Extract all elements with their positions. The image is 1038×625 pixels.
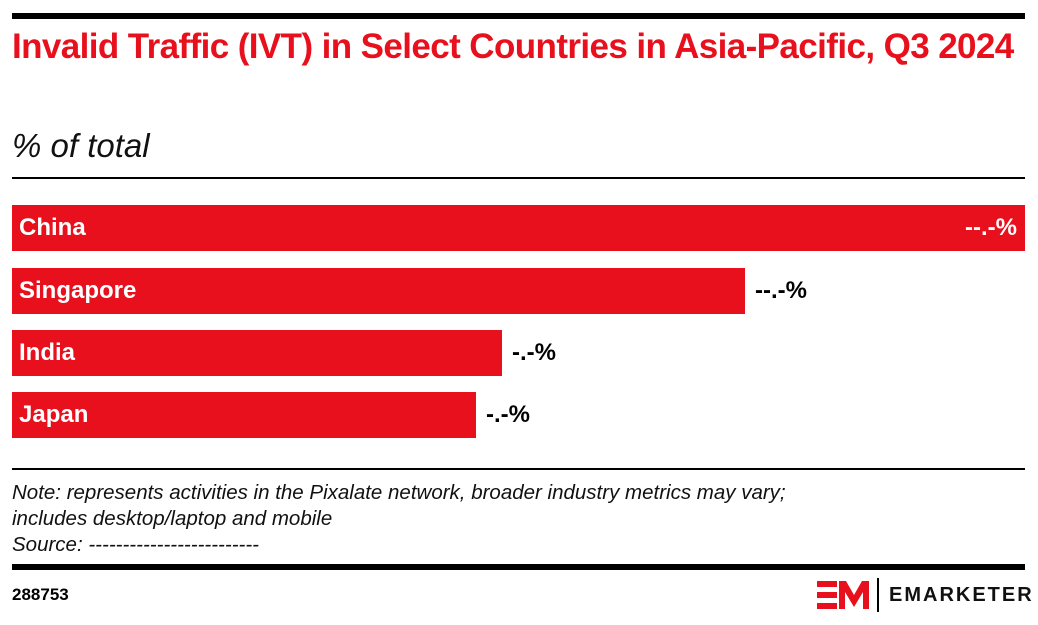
header-divider <box>12 177 1025 179</box>
bar-label: China <box>19 214 86 241</box>
bar-india: India -.-% <box>12 330 556 376</box>
chart-subtitle: % of total <box>12 127 150 164</box>
top-rule <box>12 13 1025 19</box>
em-logo-icon <box>817 581 869 609</box>
note-line-1: Note: represents activities in the Pixal… <box>12 481 786 504</box>
chart-title: Invalid Traffic (IVT) in Select Countrie… <box>12 27 1014 66</box>
chart-note: Note: represents activities in the Pixal… <box>12 480 786 558</box>
bar-label: Singapore <box>19 277 137 304</box>
logo-separator <box>877 578 879 612</box>
chart-id: 288753 <box>12 585 69 604</box>
bar-value: --.-% <box>755 277 807 304</box>
emarketer-logo: EMARKETER <box>817 578 1034 612</box>
bar-value: --.-% <box>965 214 1017 241</box>
bottom-rule <box>12 564 1025 570</box>
note-line-2: includes desktop/laptop and mobile <box>12 507 333 530</box>
bar-label: Japan <box>19 401 89 428</box>
source-line: Source: ------------------------- <box>12 533 260 556</box>
bar-china: China --.-% <box>12 205 1025 251</box>
bar-japan: Japan -.-% <box>12 392 530 438</box>
brand-name: EMARKETER <box>889 583 1034 606</box>
bar-value: -.-% <box>486 401 530 428</box>
footer-divider <box>12 468 1025 470</box>
bar-singapore: Singapore --.-% <box>12 268 807 314</box>
bar-value: -.-% <box>512 339 556 366</box>
bar-label: India <box>19 339 76 366</box>
